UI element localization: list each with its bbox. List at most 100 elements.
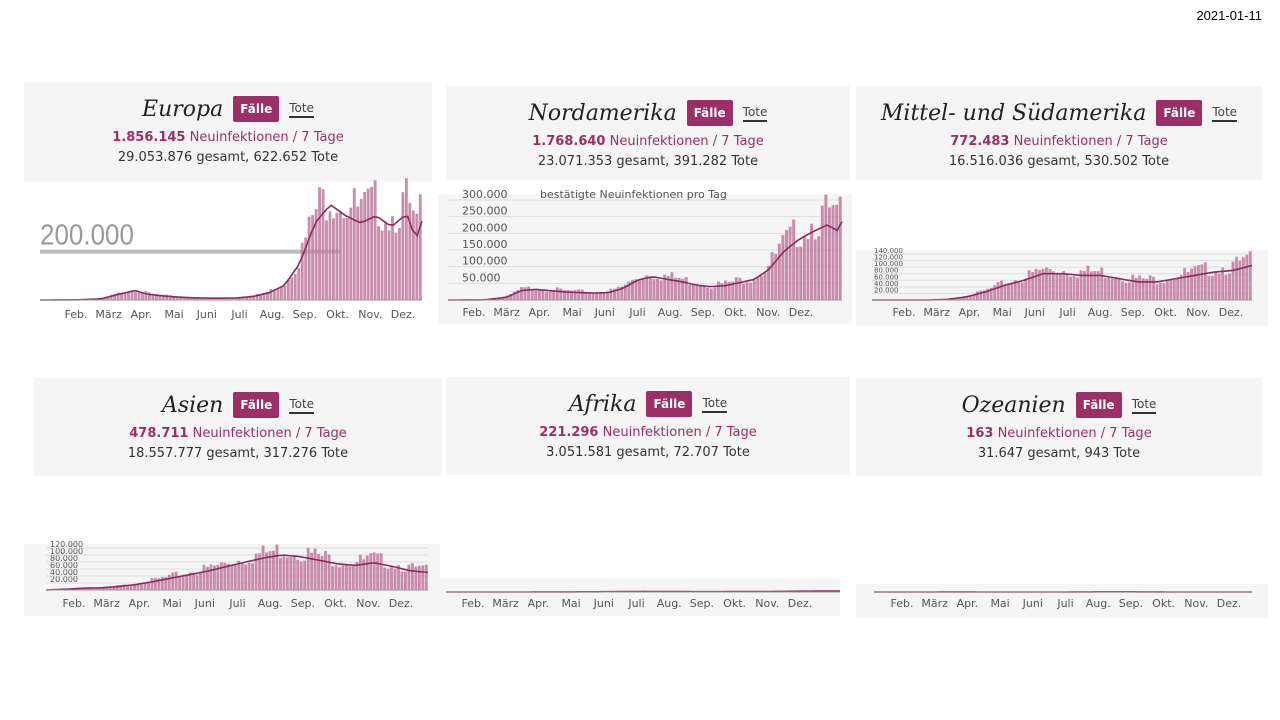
bar <box>372 552 376 590</box>
x-tick-label: Dez. <box>389 597 414 610</box>
cases-button[interactable]: Fälle <box>233 96 280 122</box>
cases-button[interactable]: Fälle <box>646 391 693 417</box>
bar <box>143 583 147 590</box>
bar <box>1117 278 1121 300</box>
bar <box>699 286 703 300</box>
cases-button[interactable]: Fälle <box>1075 392 1122 418</box>
x-tick-label: Aug. <box>657 597 682 610</box>
bar <box>1003 285 1007 300</box>
x-tick-label: Okt. <box>724 306 747 319</box>
bar <box>595 292 599 300</box>
cases-button[interactable]: Fälle <box>1156 100 1203 126</box>
bar <box>391 216 394 300</box>
y-tick-label: 50.000 <box>462 271 501 284</box>
bar <box>296 559 300 590</box>
bar <box>94 587 98 590</box>
weekly-cases-label: Neuinfektionen / 7 Tage <box>602 425 757 440</box>
y-tick-label: 300.000 <box>462 188 508 201</box>
bar <box>666 275 670 300</box>
x-tick-label: Okt. <box>1152 597 1175 610</box>
x-tick-label: Mai <box>990 597 1009 610</box>
bar <box>401 192 405 300</box>
bar <box>150 578 154 590</box>
y-tick-label: 100.000 <box>874 260 903 268</box>
weekly-cases: 1.768.640 Neuinfektionen / 7 Tage <box>446 134 850 149</box>
bar <box>1089 271 1093 300</box>
cases-button[interactable]: Fälle <box>686 100 733 126</box>
bar <box>230 564 234 590</box>
bar <box>165 294 169 300</box>
bar <box>530 289 534 300</box>
deaths-button[interactable]: Tote <box>1212 104 1238 122</box>
bar <box>137 292 141 300</box>
bar <box>147 582 150 590</box>
bar <box>365 555 369 590</box>
deaths-button[interactable]: Tote <box>742 104 768 122</box>
bar <box>548 291 552 300</box>
bar <box>397 565 400 590</box>
bar <box>313 548 317 590</box>
bar <box>358 554 362 590</box>
bar <box>115 585 119 590</box>
x-tick-label: Sep. <box>1119 597 1143 610</box>
region-title: Asien <box>161 392 224 418</box>
bar <box>417 565 421 590</box>
x-tick-label: Mai <box>164 308 183 321</box>
bar <box>1197 265 1200 300</box>
bar <box>376 553 380 590</box>
bar <box>153 577 157 590</box>
bar <box>652 278 656 300</box>
x-tick-label: Dez. <box>1217 597 1242 610</box>
y-tick-label: 250.000 <box>462 205 508 218</box>
bar <box>749 282 753 300</box>
bar <box>1228 273 1231 300</box>
panel-card: Ozeanien Fälle Tote 163 Neuinfektionen /… <box>856 378 1262 476</box>
bar <box>767 265 771 300</box>
bar <box>1048 268 1052 300</box>
bar <box>958 297 962 300</box>
deaths-button[interactable]: Tote <box>702 395 728 413</box>
deaths-button[interactable]: Tote <box>289 100 314 118</box>
bar <box>738 277 742 300</box>
bar <box>1159 282 1162 300</box>
bar <box>505 295 509 300</box>
bar <box>424 564 428 590</box>
bar <box>178 576 182 590</box>
weekly-cases-label: Neuinfektionen / 7 Tage <box>192 426 347 441</box>
y-tick-label: 40.000 <box>874 280 899 288</box>
x-tick-label: März <box>921 597 948 610</box>
bar <box>1010 282 1014 300</box>
bar <box>410 563 414 590</box>
bar <box>1214 272 1218 300</box>
region-title: Nordamerika <box>528 100 677 126</box>
bar <box>306 547 310 590</box>
x-tick-label: Juli <box>1058 306 1075 319</box>
x-tick-label: Sep. <box>1121 306 1145 319</box>
weekly-cases-label: Neuinfektionen / 7 Tage <box>189 130 344 145</box>
chart-svg: Feb. März Apr. Mai Juni Juli Aug. Sep. Okt. Nov. D… <box>874 591 1252 610</box>
bar <box>659 280 663 300</box>
bar <box>799 246 803 300</box>
bar <box>112 586 116 590</box>
bar <box>756 277 760 300</box>
bar <box>136 584 140 590</box>
totals: 29.053.876 gesamt, 622.652 Tote <box>117 150 339 165</box>
bar <box>1221 267 1225 300</box>
cases-button[interactable]: Fälle <box>233 392 280 418</box>
bar <box>245 297 249 300</box>
bar <box>325 220 328 300</box>
y-tick-label: 20.000 <box>50 575 78 584</box>
deaths-button[interactable]: Tote <box>289 396 315 414</box>
deaths-button[interactable]: Tote <box>1131 396 1157 414</box>
bar <box>1065 274 1069 300</box>
x-tick-label: Okt. <box>326 308 349 321</box>
bar <box>241 297 245 300</box>
bar <box>127 292 130 300</box>
bar <box>1127 282 1131 300</box>
y-tick-label: 80.000 <box>874 267 899 275</box>
x-tick-label: Nov. <box>356 597 380 610</box>
bar <box>160 577 164 590</box>
bar <box>724 280 728 300</box>
chart-svg: 20.00040.00060.00080.000100.000120.00014… <box>872 247 1253 319</box>
totals: 3.051.581 gesamt, 72.707 Tote <box>546 445 750 460</box>
